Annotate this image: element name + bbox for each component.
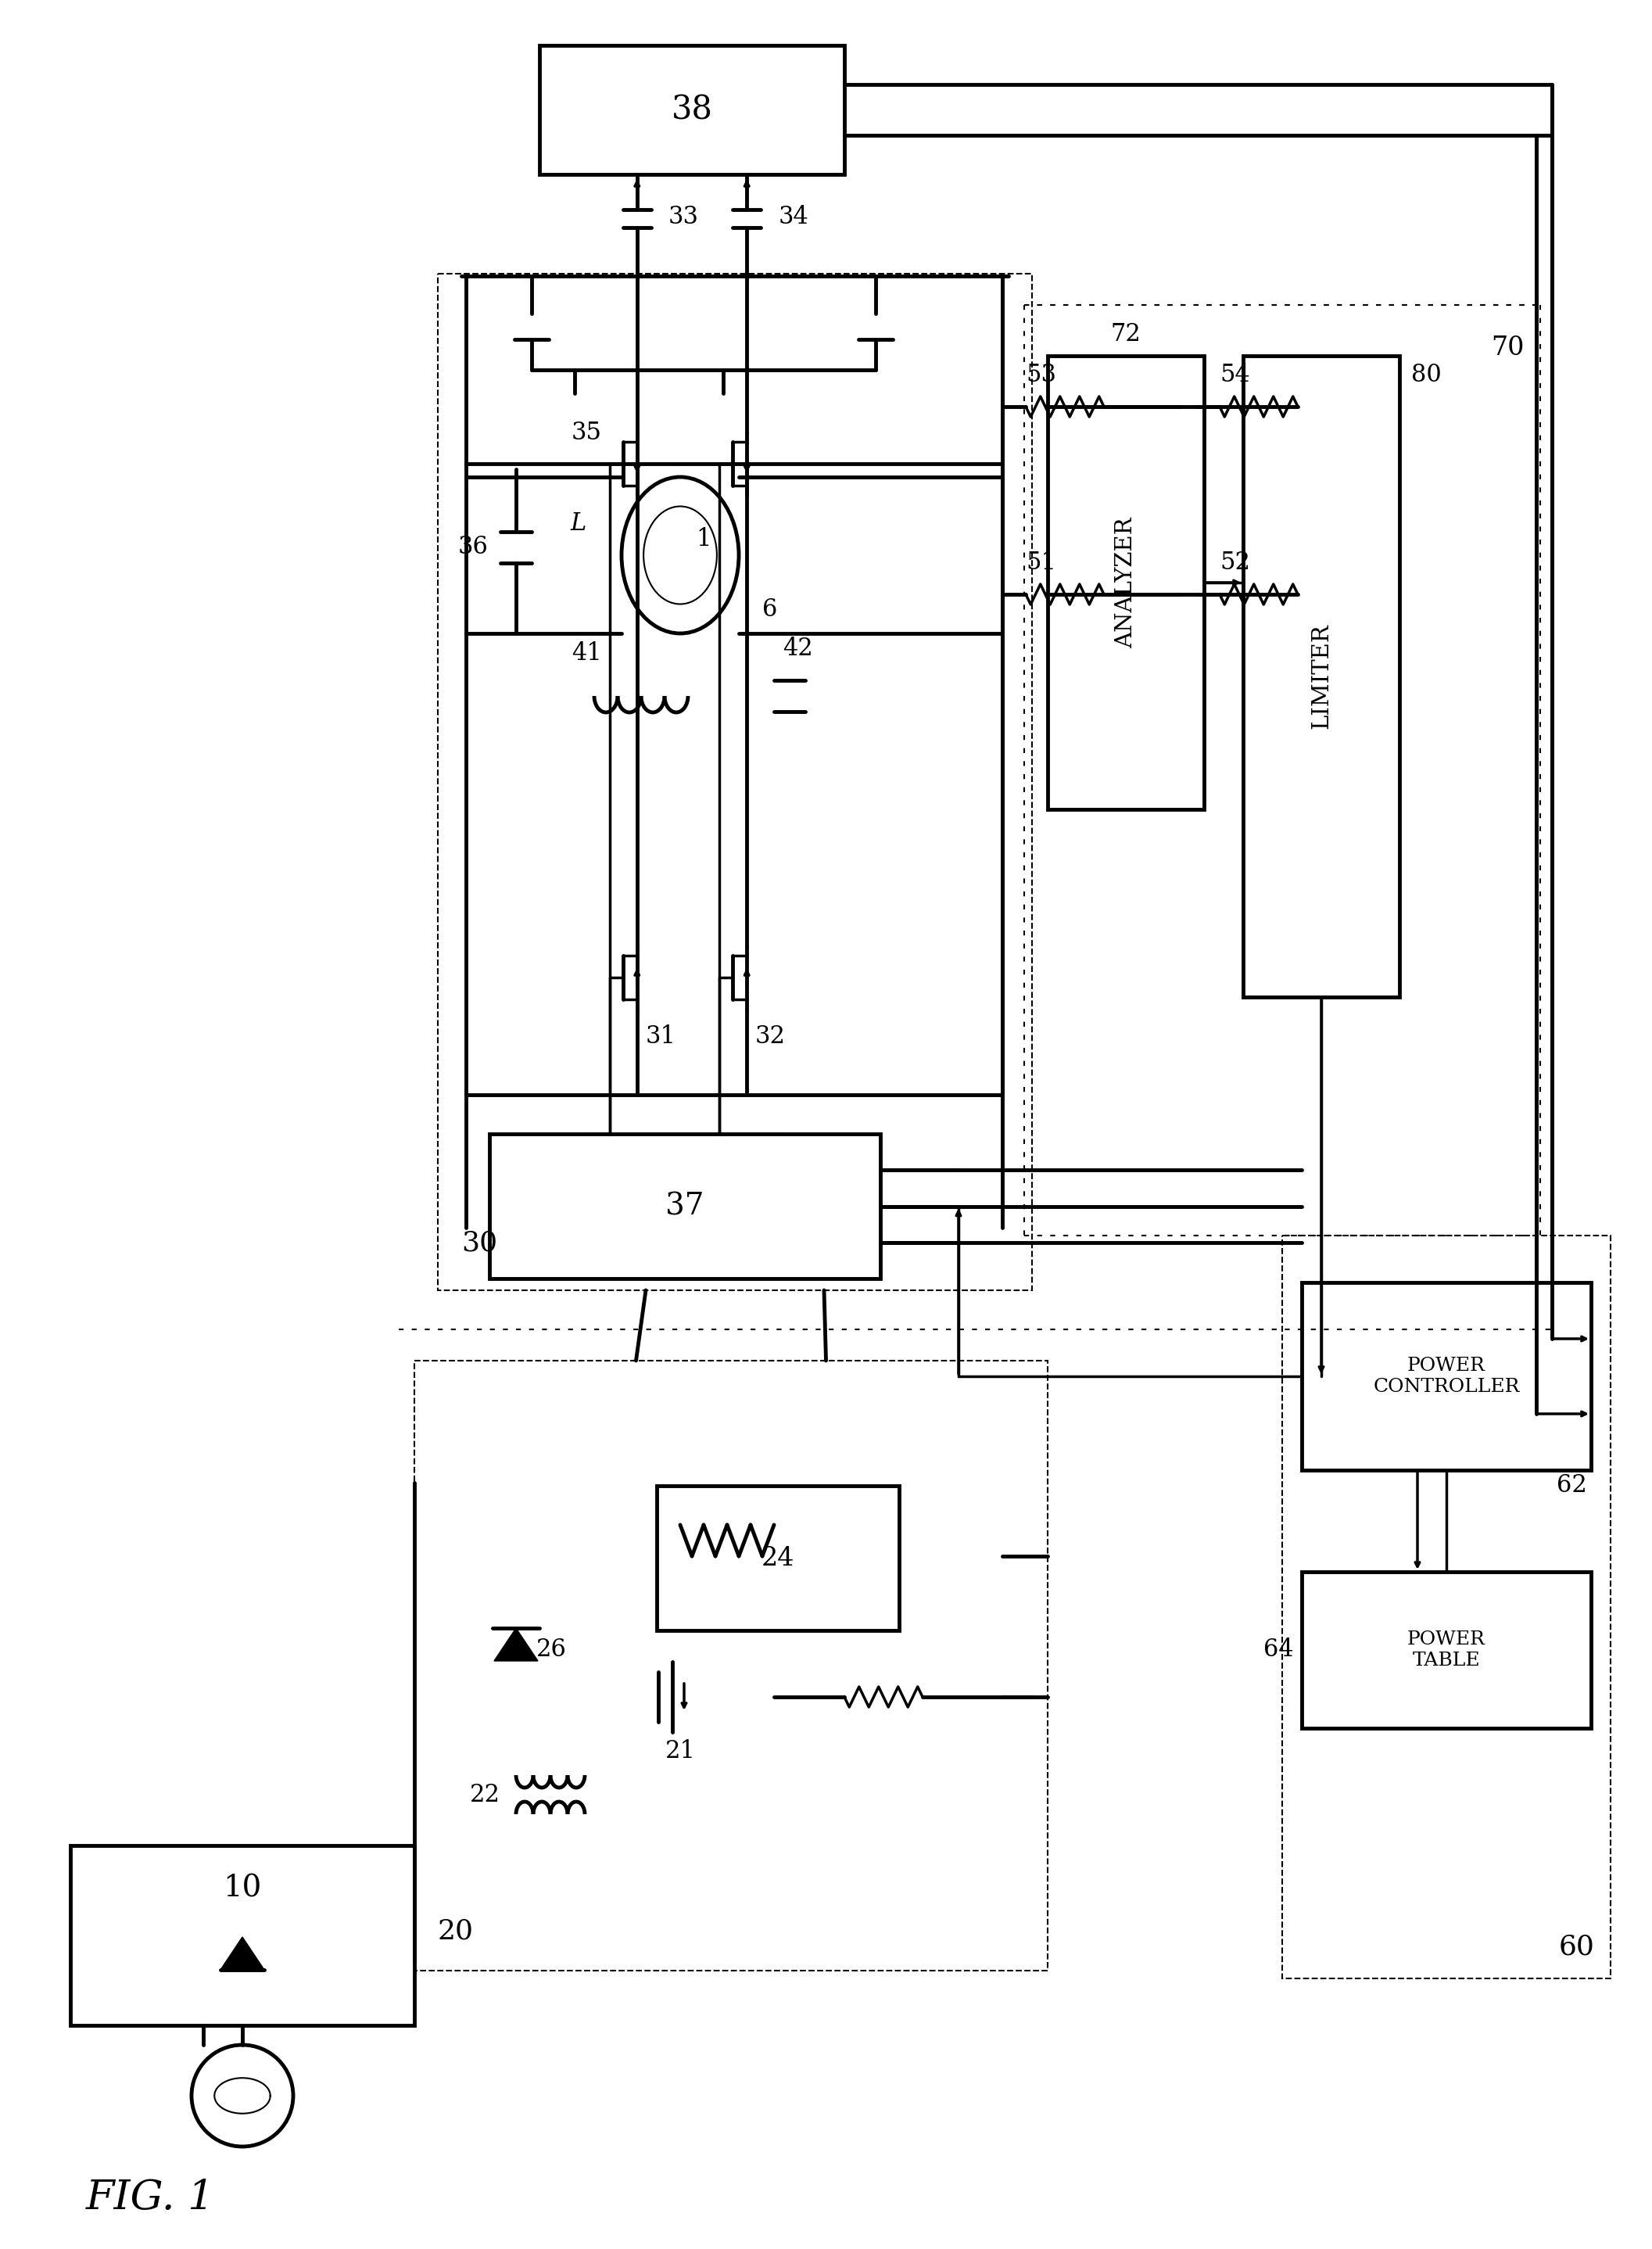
Text: 35: 35 (572, 421, 601, 445)
Text: 24: 24 (762, 1545, 795, 1570)
Text: 80: 80 (1411, 364, 1442, 387)
Polygon shape (220, 1936, 264, 1970)
Text: ANALYZER: ANALYZER (1115, 517, 1137, 648)
Bar (540, 45, 844, 175)
Text: POWER
TABLE: POWER TABLE (1408, 1631, 1485, 1669)
Text: 70: 70 (1492, 335, 1525, 360)
Text: 33: 33 (669, 205, 699, 229)
Bar (1242, 355, 1399, 996)
Text: 53: 53 (1026, 364, 1057, 387)
Text: POWER
CONTROLLER: POWER CONTROLLER (1373, 1356, 1520, 1397)
Bar (657, 1487, 899, 1631)
Text: 52: 52 (1221, 551, 1251, 576)
Bar (438, 274, 1032, 1291)
Bar (489, 1133, 881, 1277)
Text: 10: 10 (223, 1873, 261, 1903)
Text: 31: 31 (646, 1023, 676, 1048)
Text: 42: 42 (783, 636, 813, 661)
Polygon shape (494, 1628, 539, 1662)
Text: 38: 38 (671, 94, 712, 126)
Text: 41: 41 (572, 641, 601, 666)
Polygon shape (514, 313, 548, 340)
Bar (1302, 1282, 1591, 1471)
Text: 62: 62 (1556, 1473, 1588, 1498)
Bar (415, 1361, 1047, 1970)
Text: 6: 6 (763, 598, 778, 623)
Text: 51: 51 (1026, 551, 1057, 576)
Text: 21: 21 (666, 1738, 695, 1763)
Bar (71, 1846, 415, 2026)
Text: 30: 30 (461, 1230, 497, 1257)
Text: LIMITER: LIMITER (1310, 623, 1332, 729)
Text: 60: 60 (1559, 1934, 1594, 1961)
Text: 1: 1 (695, 529, 712, 551)
Text: 54: 54 (1221, 364, 1251, 387)
Text: 22: 22 (469, 1783, 501, 1806)
Text: 20: 20 (438, 1918, 474, 1945)
Text: 37: 37 (666, 1192, 704, 1221)
Text: 64: 64 (1264, 1637, 1294, 1662)
Text: 32: 32 (755, 1023, 785, 1048)
Bar (1047, 355, 1204, 810)
Polygon shape (859, 313, 892, 340)
Text: 26: 26 (535, 1637, 567, 1662)
Text: 34: 34 (778, 205, 808, 229)
Text: L: L (570, 513, 586, 535)
Bar (1302, 1572, 1591, 1727)
Text: 36: 36 (458, 535, 489, 560)
Bar (1282, 1235, 1611, 1979)
Text: FIG. 1: FIG. 1 (86, 2177, 215, 2218)
Text: 72: 72 (1110, 322, 1142, 346)
